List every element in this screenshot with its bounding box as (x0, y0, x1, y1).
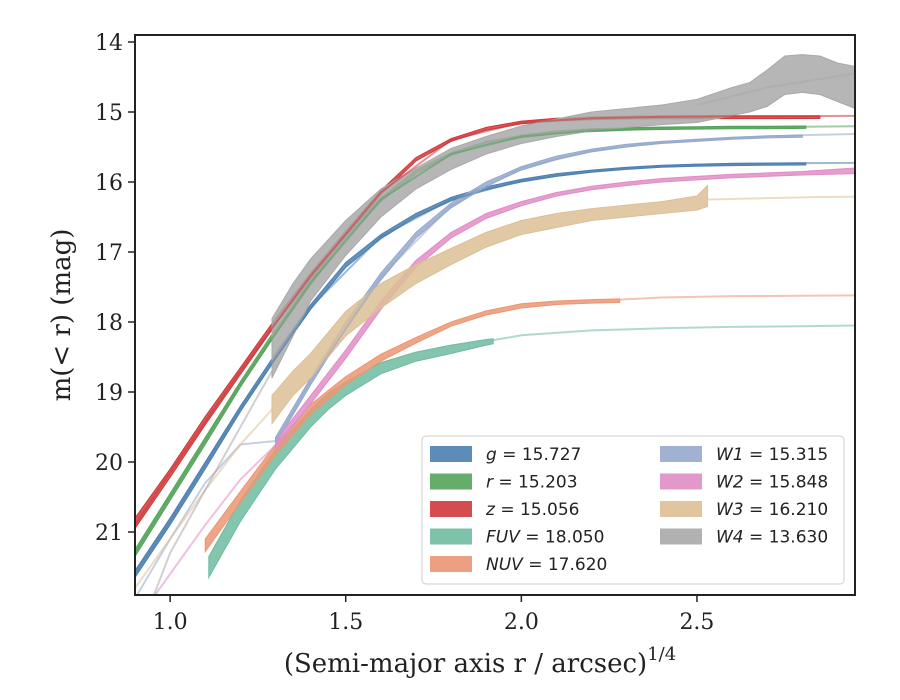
r-legend-swatch (430, 473, 472, 490)
legend: g = 15.727 r = 15.203 z = 15.056 FUV = 18.0… (421, 435, 845, 585)
y-tick-label: 19 (95, 381, 123, 406)
w3-model-tail (707, 195, 855, 201)
x-axis-ticks: 1.0 1.5 2.0 2.5 (153, 595, 714, 635)
nuv-legend-label: NUV = 17.620 (486, 555, 607, 575)
y-axis-title: m(< r) (mag) (47, 229, 77, 402)
w1-model-curve (135, 133, 855, 595)
w4-model-curve (152, 370, 273, 595)
y-tick-label: 21 (95, 521, 123, 546)
x-tick-label: 1.5 (328, 610, 363, 635)
nuv-profile-band (204, 298, 621, 554)
w4-legend-swatch (660, 528, 702, 545)
z-legend-swatch (430, 501, 472, 517)
w4-model-tail (696, 72, 855, 106)
w2-model-curve (153, 444, 277, 595)
w3-legend-label: W3 = 16.210 (716, 500, 828, 520)
y-tick-label: 17 (95, 241, 123, 266)
y-tick-label: 20 (95, 451, 123, 476)
g-profile-band (135, 162, 807, 579)
x-tick-label: 1.0 (153, 610, 188, 635)
y-tick-label: 18 (95, 311, 123, 336)
w2-profile-band (275, 167, 855, 451)
y-tick-label: 15 (95, 101, 123, 126)
w1-legend-label: W1 = 15.315 (716, 445, 828, 465)
r-legend-label: r = 15.203 (486, 473, 578, 493)
w3-profile-band (271, 184, 708, 425)
w1-legend-swatch (660, 446, 702, 462)
fuv-legend-label: FUV = 18.050 (486, 528, 604, 548)
g-legend-label: g = 15.727 (486, 445, 581, 465)
w4-legend-label: W4 = 13.630 (716, 528, 828, 548)
z-model-curve (135, 114, 855, 526)
y-tick-label: 16 (95, 171, 123, 196)
x-tick-label: 2.0 (504, 610, 539, 635)
w2-legend-swatch (660, 473, 702, 490)
fuv-legend-swatch (430, 528, 472, 545)
g-legend-swatch (430, 446, 472, 462)
w3-legend-swatch (660, 501, 702, 517)
fuv-model-curve (493, 324, 855, 342)
g-model-curve (135, 161, 855, 575)
y-tick-label: 14 (95, 31, 123, 56)
model-curves (135, 72, 855, 595)
plot-frame (134, 34, 856, 596)
z-legend-label: z = 15.056 (485, 500, 579, 520)
w2-legend-label: W2 = 15.848 (716, 473, 828, 493)
y-axis-ticks: 14 15 16 17 18 19 20 21 (95, 31, 135, 546)
nuv-model-curve (619, 294, 855, 301)
nuv-legend-swatch (430, 556, 472, 572)
x-axis-title: (Semi-major axis r / arcsec)1/4 (284, 644, 676, 679)
x-tick-label: 2.5 (679, 610, 714, 635)
legend-frame (421, 435, 845, 585)
r-model-curve (135, 125, 855, 554)
